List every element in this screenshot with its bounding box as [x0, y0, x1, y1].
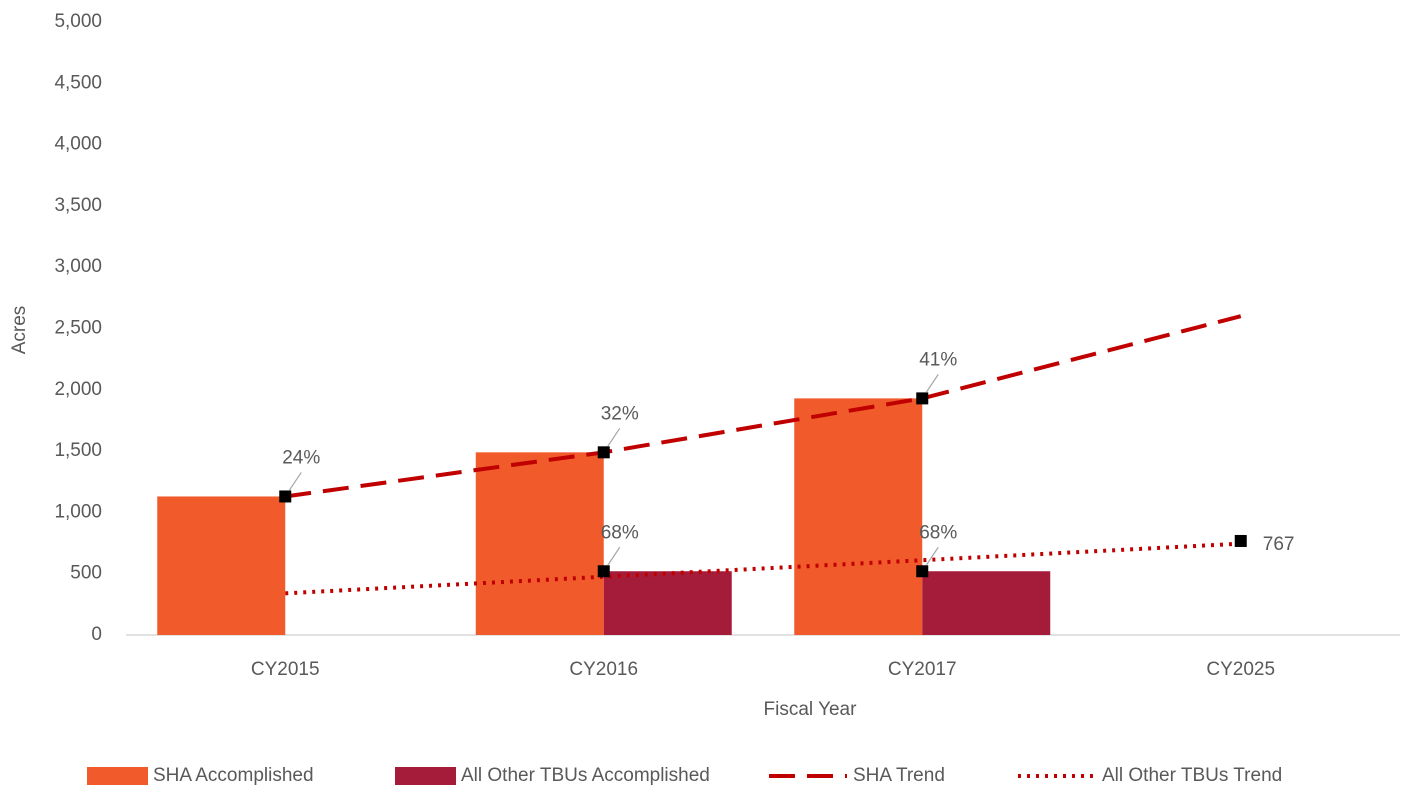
marker [1234, 534, 1247, 547]
trend-line [284, 314, 1242, 499]
y-tick-label: 5,000 [54, 11, 102, 32]
legend-swatch [87, 767, 148, 785]
y-tick-label: 1,000 [54, 501, 102, 522]
annotation-label: 24% [282, 447, 320, 468]
bar [922, 571, 1051, 635]
annotation-label: 41% [919, 349, 957, 370]
marker [916, 392, 929, 405]
bar [157, 496, 286, 635]
x-tick-label: CY2017 [888, 659, 957, 680]
leader-line [925, 546, 939, 566]
x-axis-title: Fiscal Year [764, 699, 858, 720]
y-tick-label: 2,500 [54, 318, 102, 339]
annotation-label: 32% [601, 403, 639, 424]
annotation-label: 767 [1263, 534, 1295, 555]
y-tick-label: 0 [91, 624, 102, 645]
y-tick-label: 4,000 [54, 134, 102, 155]
y-tick-label: 500 [70, 563, 102, 584]
leader-line [925, 374, 939, 393]
x-tick-label: CY2016 [569, 659, 638, 680]
leader-line [607, 546, 621, 566]
legend-label: SHA Trend [853, 765, 945, 786]
y-axis-title: Acres [9, 306, 30, 355]
marker [916, 565, 929, 578]
bar [475, 452, 604, 635]
legend-swatch [395, 767, 456, 785]
y-tick-label: 1,500 [54, 440, 102, 461]
y-tick-label: 3,500 [54, 195, 102, 216]
legend-label: All Other TBUs Accomplished [461, 765, 710, 786]
bar [794, 398, 923, 635]
leader-line [607, 427, 621, 447]
annotation-label: 68% [601, 522, 639, 543]
y-tick-label: 2,000 [54, 379, 102, 400]
marker [597, 565, 610, 578]
legend-label: SHA Accomplished [153, 765, 314, 786]
y-tick-label: 3,000 [54, 256, 102, 277]
trend-line [285, 541, 1241, 596]
bar [603, 571, 732, 635]
x-tick-label: CY2025 [1206, 659, 1275, 680]
leader-line [288, 472, 302, 491]
marker [279, 490, 292, 503]
marker [597, 446, 610, 459]
y-tick-label: 4,500 [54, 72, 102, 93]
annotation-label: 68% [919, 522, 957, 543]
x-tick-label: CY2015 [251, 659, 320, 680]
legend-label: All Other TBUs Trend [1102, 765, 1282, 786]
